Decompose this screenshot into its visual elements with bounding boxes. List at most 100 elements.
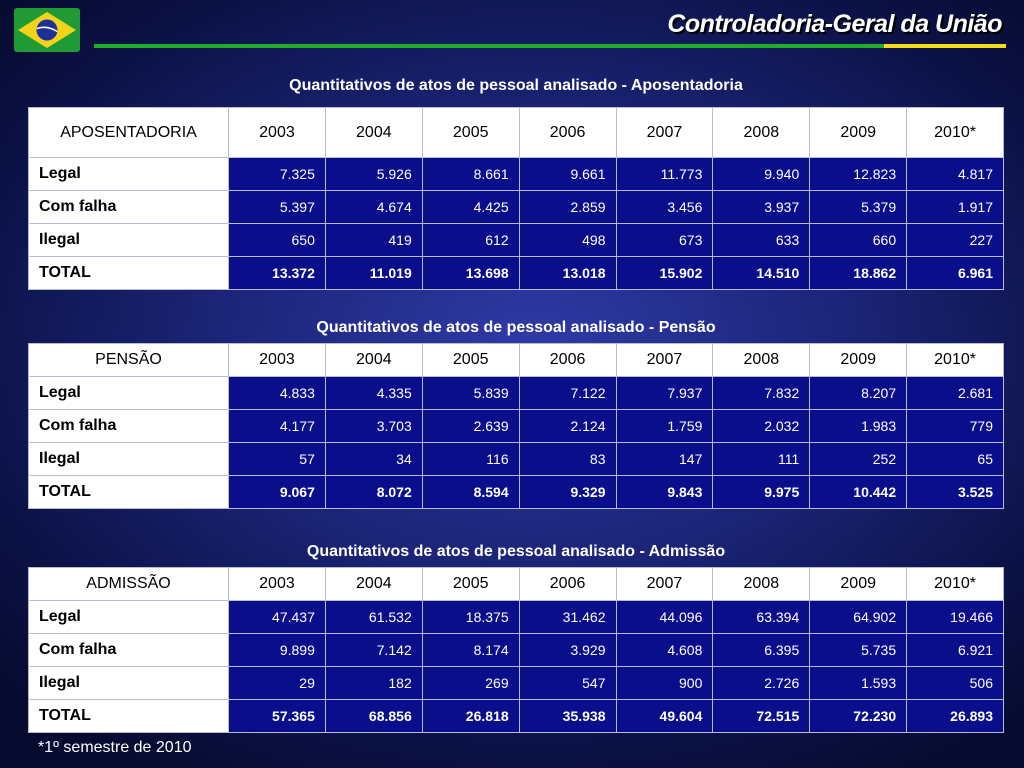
table-admissao: ADMISSÃO 2003 2004 2005 2006 2007 2008 2… xyxy=(28,567,1004,733)
table-cell: 8.072 xyxy=(324,475,423,509)
row-label: TOTAL xyxy=(28,475,229,509)
table-cell: 4.425 xyxy=(421,190,520,224)
table-cell: 9.899 xyxy=(228,633,326,667)
table-header-row: PENSÃO 2003 2004 2005 2006 2007 2008 200… xyxy=(28,343,1004,377)
table-cell: 31.462 xyxy=(518,600,617,634)
table-cell: 10.442 xyxy=(809,475,908,509)
table-cell: 47.437 xyxy=(228,600,326,634)
table-cell: 15.902 xyxy=(615,256,714,290)
row-label: Com falha xyxy=(28,190,229,224)
table-cell: 650 xyxy=(228,223,326,257)
table-cell: 2.032 xyxy=(712,409,811,443)
table-cell: 57 xyxy=(228,442,326,476)
table-row-total: TOTAL 57.365 68.856 26.818 35.938 49.604… xyxy=(28,699,1004,733)
table-cell: 633 xyxy=(712,223,811,257)
table-cell: 2.859 xyxy=(518,190,617,224)
table-cell: 269 xyxy=(421,666,520,700)
table-cell: 9.329 xyxy=(518,475,617,509)
table-cell: 11.019 xyxy=(324,256,423,290)
table-cell: 2.639 xyxy=(421,409,520,443)
row-label: Ilegal xyxy=(28,223,229,257)
row-label: TOTAL xyxy=(28,256,229,290)
table-cell: 4.833 xyxy=(228,376,326,410)
row-label: Ilegal xyxy=(28,442,229,476)
table-cell: 779 xyxy=(906,409,1004,443)
column-header: 2004 xyxy=(324,343,423,377)
row-label: Legal xyxy=(28,157,229,191)
table-cell: 34 xyxy=(324,442,423,476)
table-cell: 18.862 xyxy=(809,256,908,290)
row-label: TOTAL xyxy=(28,699,229,733)
header-rule-yellow xyxy=(884,44,1006,48)
column-header: 2003 xyxy=(228,567,326,601)
column-header: 2003 xyxy=(228,343,326,377)
table-row-total: TOTAL 9.067 8.072 8.594 9.329 9.843 9.97… xyxy=(28,475,1004,509)
table-cell: 6.961 xyxy=(906,256,1004,290)
row-label: Ilegal xyxy=(28,666,229,700)
column-header: 2009 xyxy=(809,343,908,377)
brazil-flag-icon xyxy=(14,8,80,52)
table-cell: 4.177 xyxy=(228,409,326,443)
table-cell: 8.661 xyxy=(421,157,520,191)
row-label: Legal xyxy=(28,376,229,410)
column-header: 2006 xyxy=(518,343,617,377)
column-header: 2007 xyxy=(615,567,714,601)
table-cell: 9.843 xyxy=(615,475,714,509)
column-header: 2007 xyxy=(615,343,714,377)
table-cell: 9.940 xyxy=(712,157,811,191)
table-cell: 7.937 xyxy=(615,376,714,410)
table-cell: 13.018 xyxy=(518,256,617,290)
header: Controladoria-Geral da União xyxy=(0,0,1024,60)
table-cell: 227 xyxy=(906,223,1004,257)
table-cell: 5.379 xyxy=(809,190,908,224)
table-cell: 3.456 xyxy=(615,190,714,224)
table-cell: 13.698 xyxy=(421,256,520,290)
table-header-row: ADMISSÃO 2003 2004 2005 2006 2007 2008 2… xyxy=(28,567,1004,601)
table-row: Ilegal 57 34 116 83 147 111 252 65 xyxy=(28,442,1004,476)
table-cell: 35.938 xyxy=(518,699,617,733)
table-row: Com falha 9.899 7.142 8.174 3.929 4.608 … xyxy=(28,633,1004,667)
table-cell: 111 xyxy=(712,442,811,476)
table-cell: 7.325 xyxy=(228,157,326,191)
table-cell: 7.832 xyxy=(712,376,811,410)
table-cell: 4.335 xyxy=(324,376,423,410)
table-cell: 64.902 xyxy=(809,600,908,634)
table-row: Legal 4.833 4.335 5.839 7.122 7.937 7.83… xyxy=(28,376,1004,410)
table-cell: 3.525 xyxy=(906,475,1004,509)
table-cell: 116 xyxy=(421,442,520,476)
table-cell: 14.510 xyxy=(712,256,811,290)
table-cell: 7.142 xyxy=(324,633,423,667)
table-cell: 83 xyxy=(518,442,617,476)
table-cell: 19.466 xyxy=(906,600,1004,634)
table-cell: 612 xyxy=(421,223,520,257)
column-header: 2004 xyxy=(324,107,423,158)
column-header: 2009 xyxy=(809,567,908,601)
table-cell: 63.394 xyxy=(712,600,811,634)
table-cell: 547 xyxy=(518,666,617,700)
table-cell: 6.395 xyxy=(712,633,811,667)
table-cell: 1.759 xyxy=(615,409,714,443)
table-header-row: APOSENTADORIA 2003 2004 2005 2006 2007 2… xyxy=(28,107,1004,158)
table-cell: 72.515 xyxy=(712,699,811,733)
table-cell: 1.593 xyxy=(809,666,908,700)
table-row: Ilegal 650 419 612 498 673 633 660 227 xyxy=(28,223,1004,257)
table-cell: 5.839 xyxy=(421,376,520,410)
table-cell: 26.893 xyxy=(906,699,1004,733)
table-cell: 673 xyxy=(615,223,714,257)
table-caption-pensao: Quantitativos de atos de pessoal analisa… xyxy=(316,319,716,336)
table-cell: 26.818 xyxy=(421,699,520,733)
table-cell: 9.975 xyxy=(712,475,811,509)
table-cell: 660 xyxy=(809,223,908,257)
table-cell: 147 xyxy=(615,442,714,476)
column-header: 2010* xyxy=(906,107,1004,158)
column-header: ADMISSÃO xyxy=(28,567,229,601)
table-cell: 72.230 xyxy=(809,699,908,733)
table-aposentadoria: APOSENTADORIA 2003 2004 2005 2006 2007 2… xyxy=(28,107,1004,290)
column-header: 2008 xyxy=(712,567,811,601)
column-header: 2010* xyxy=(906,567,1004,601)
table-row: Ilegal 29 182 269 547 900 2.726 1.593 50… xyxy=(28,666,1004,700)
column-header: 2004 xyxy=(324,567,423,601)
table-cell: 2.124 xyxy=(518,409,617,443)
table-cell: 29 xyxy=(228,666,326,700)
table-cell: 3.929 xyxy=(518,633,617,667)
